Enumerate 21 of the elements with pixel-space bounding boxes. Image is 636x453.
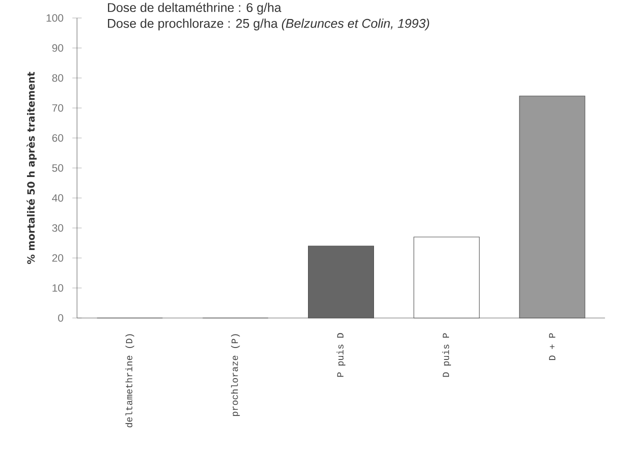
y-tick-label: 60 bbox=[52, 134, 64, 142]
y-tick-label: 70 bbox=[52, 104, 64, 112]
x-tick-label: deltamethrine (D) bbox=[125, 334, 134, 428]
chart-subtitle: Dose de prochloraze : 25 g/ha (Belzunces et Colin, 1993) bbox=[108, 18, 430, 30]
y-tick-label: 20 bbox=[52, 254, 64, 262]
y-tick-label: 30 bbox=[52, 224, 64, 232]
bar bbox=[519, 96, 586, 318]
y-tick-label: 10 bbox=[52, 284, 64, 292]
bar bbox=[414, 236, 480, 318]
y-tick-label: 40 bbox=[52, 194, 64, 202]
x-tick-label: prochloraze (P) bbox=[231, 334, 240, 416]
y-tick-label: 80 bbox=[52, 74, 64, 82]
y-tick-label: 100 bbox=[46, 14, 64, 22]
y-tick-label: 90 bbox=[52, 44, 64, 52]
y-tick-label: 0 bbox=[58, 314, 64, 322]
x-tick-label: D + P bbox=[549, 333, 556, 360]
y-axis-title: % mortalité 50 h après traitement bbox=[26, 72, 37, 264]
x-tick-label: D puis P bbox=[442, 333, 451, 377]
y-tick-label: 50 bbox=[52, 164, 64, 172]
chart-title: Dose de deltaméthrine : 6 g/ha bbox=[108, 2, 282, 15]
x-tick-label: P puis D bbox=[336, 333, 346, 377]
